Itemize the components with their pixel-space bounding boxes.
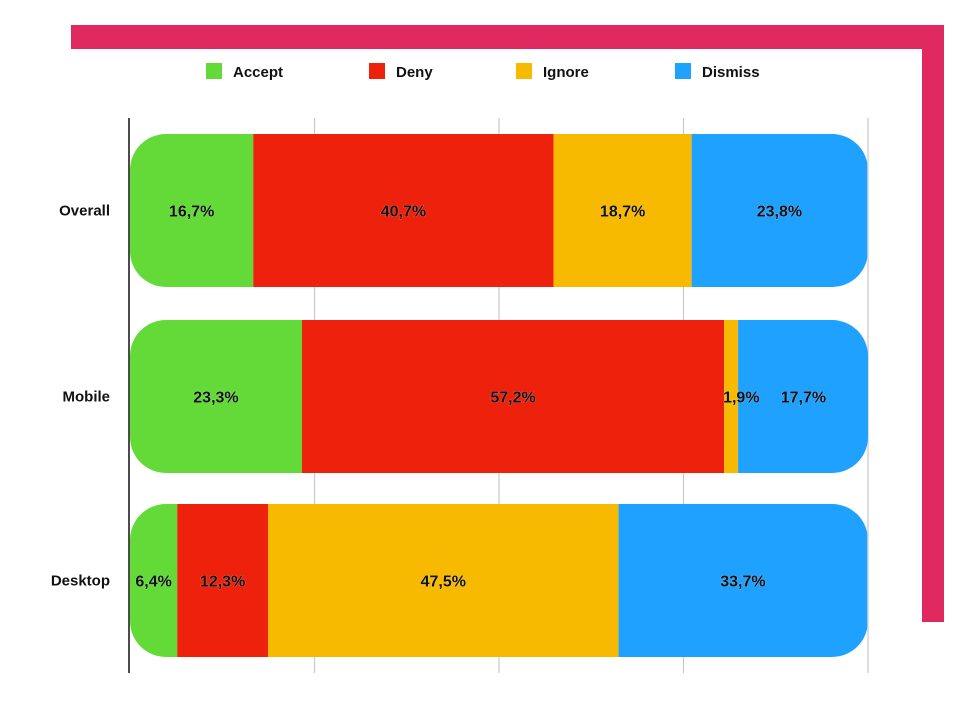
data-label: 18,7% <box>600 204 645 221</box>
legend-label-accept: Accept <box>233 64 283 81</box>
data-label: 16,7% <box>169 204 214 221</box>
legend-swatch-dismiss <box>675 63 691 79</box>
data-label: 17,7% <box>781 390 826 407</box>
category-label: Mobile <box>63 389 111 406</box>
bar-row-mobile <box>130 320 868 473</box>
legend: Accept Deny Ignore Dismiss <box>206 63 760 81</box>
decorative-frame-right <box>922 25 944 622</box>
category-label: Desktop <box>51 573 110 590</box>
data-label: 57,2% <box>490 390 535 407</box>
bar-row-overall <box>130 134 868 287</box>
bar-segment-deny <box>177 504 269 657</box>
bar-segment-accept <box>130 320 302 473</box>
bar-segment-deny <box>253 134 554 287</box>
legend-swatch-ignore <box>516 63 532 79</box>
bar-segment-ignore <box>724 320 739 473</box>
bar-segment-dismiss <box>618 504 868 657</box>
category-label: Overall <box>59 203 110 220</box>
legend-label-dismiss: Dismiss <box>702 64 760 81</box>
legend-swatch-deny <box>369 63 385 79</box>
data-label: 12,3% <box>200 574 245 591</box>
data-label: 1,9% <box>723 390 759 407</box>
bar-segment-ignore <box>553 134 692 287</box>
legend-label-ignore: Ignore <box>543 64 589 81</box>
category-labels: Overall Mobile Desktop <box>51 203 110 590</box>
bar-segment-accept <box>130 504 178 657</box>
bar-row-desktop <box>130 504 868 657</box>
bar-segment-ignore <box>268 504 619 657</box>
bar-segment-deny <box>301 320 725 473</box>
data-label: 33,7% <box>720 574 765 591</box>
data-label: 6,4% <box>135 574 171 591</box>
data-label: 47,5% <box>421 574 466 591</box>
bar-segment-accept <box>130 134 254 287</box>
decorative-frame-top <box>71 25 944 49</box>
data-label: 23,8% <box>757 204 802 221</box>
data-label: 23,3% <box>193 390 238 407</box>
data-label: 40,7% <box>381 204 426 221</box>
bar-segment-dismiss <box>738 320 868 473</box>
bar-segment-dismiss <box>691 134 868 287</box>
bars: 16,7% 40,7% 18,7% 23,8% 23,3% 57,2% 1,9% 17,7% 6… <box>130 134 868 657</box>
legend-label-deny: Deny <box>396 64 433 81</box>
legend-swatch-accept <box>206 63 222 79</box>
